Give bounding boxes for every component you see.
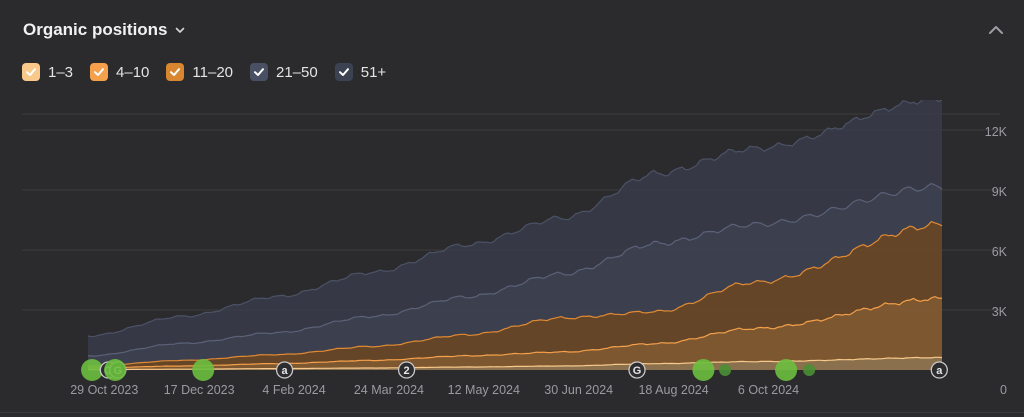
checkbox-21-50[interactable]	[250, 63, 269, 81]
line-series-3	[88, 182, 943, 357]
area-series-1	[88, 296, 942, 370]
check-icon	[94, 68, 105, 76]
legend-label: 1–3	[48, 63, 74, 81]
x-tick-label: 17 Dec 2023	[164, 383, 235, 397]
legend-item-4-10[interactable]: 4–10	[90, 63, 149, 81]
event-marker-dot[interactable]	[692, 359, 715, 381]
event-marker-a[interactable]: a	[275, 361, 294, 379]
legend-item-51-plus[interactable]: 51+	[334, 63, 387, 81]
x-tick-label: 29 Oct 2023	[70, 383, 138, 397]
panel-header[interactable]: Organic positions	[23, 18, 186, 42]
x-tick-label: 4 Feb 2024	[262, 383, 325, 397]
x-tick-label: 24 Mar 2024	[354, 383, 424, 397]
line-series-4	[87, 100, 943, 338]
legend: 1–3 4–10 11–20 21–50 51+	[22, 60, 386, 84]
legend-item-1-3[interactable]: 1–3	[22, 63, 73, 81]
event-marker-a[interactable]: a	[930, 361, 948, 379]
y-tick-label: 3K	[992, 305, 1008, 319]
legend-item-11-20[interactable]: 11–20	[166, 63, 233, 81]
legend-label: 11–20	[192, 63, 234, 81]
check-icon	[338, 68, 349, 76]
x-tick-label: 30 Jun 2024	[544, 383, 613, 397]
event-marker-dot[interactable]	[775, 359, 798, 381]
legend-label: 51+	[360, 63, 387, 81]
x-tick-label: 18 Aug 2024	[638, 383, 708, 397]
event-marker-2[interactable]: 2	[397, 361, 416, 379]
checkbox-1-3[interactable]	[22, 63, 40, 81]
check-icon	[170, 68, 181, 76]
y-tick-label: 9K	[992, 185, 1008, 199]
line-series-1	[87, 295, 943, 369]
panel-title: Organic positions	[23, 20, 168, 39]
line-series-2	[88, 220, 943, 367]
svg-text:a: a	[281, 365, 288, 377]
checkbox-51-plus[interactable]	[334, 63, 353, 81]
y-tick-label: 0	[1000, 383, 1007, 397]
divider	[0, 412, 1024, 413]
legend-label: 21–50	[276, 63, 318, 81]
chevron-down-icon[interactable]	[174, 24, 186, 36]
event-marker-dot[interactable]	[719, 364, 732, 376]
legend-item-21-50[interactable]: 21–50	[250, 63, 318, 81]
y-tick-label: 12K	[985, 125, 1008, 139]
organic-positions-chart[interactable]: 0 3K 6K 9K 12K 29 Oct 2023 17 Dec 2023 4 Feb 20…	[0, 100, 1024, 405]
event-marker-dot[interactable]	[803, 364, 816, 376]
check-icon	[26, 68, 36, 76]
svg-text:G: G	[633, 365, 642, 377]
line-series-0	[88, 356, 943, 371]
event-marker-dot[interactable]	[192, 359, 215, 381]
check-icon	[254, 68, 265, 76]
chevron-up-icon[interactable]	[986, 20, 1006, 40]
legend-label: 4–10	[116, 63, 150, 81]
checkbox-4-10[interactable]	[90, 63, 109, 81]
x-tick-label: 6 Oct 2024	[738, 383, 799, 397]
x-tick-label: 12 May 2024	[448, 383, 520, 397]
area-series-3	[88, 183, 942, 366]
event-marker-dot[interactable]	[104, 359, 127, 381]
event-marker-dot[interactable]	[81, 359, 104, 381]
svg-text:a: a	[936, 365, 943, 377]
area-series-2	[88, 221, 942, 368]
event-marker-G[interactable]: G	[628, 361, 646, 379]
y-tick-label: 6K	[992, 245, 1008, 259]
checkbox-11-20[interactable]	[166, 63, 185, 81]
svg-text:2: 2	[403, 365, 409, 377]
